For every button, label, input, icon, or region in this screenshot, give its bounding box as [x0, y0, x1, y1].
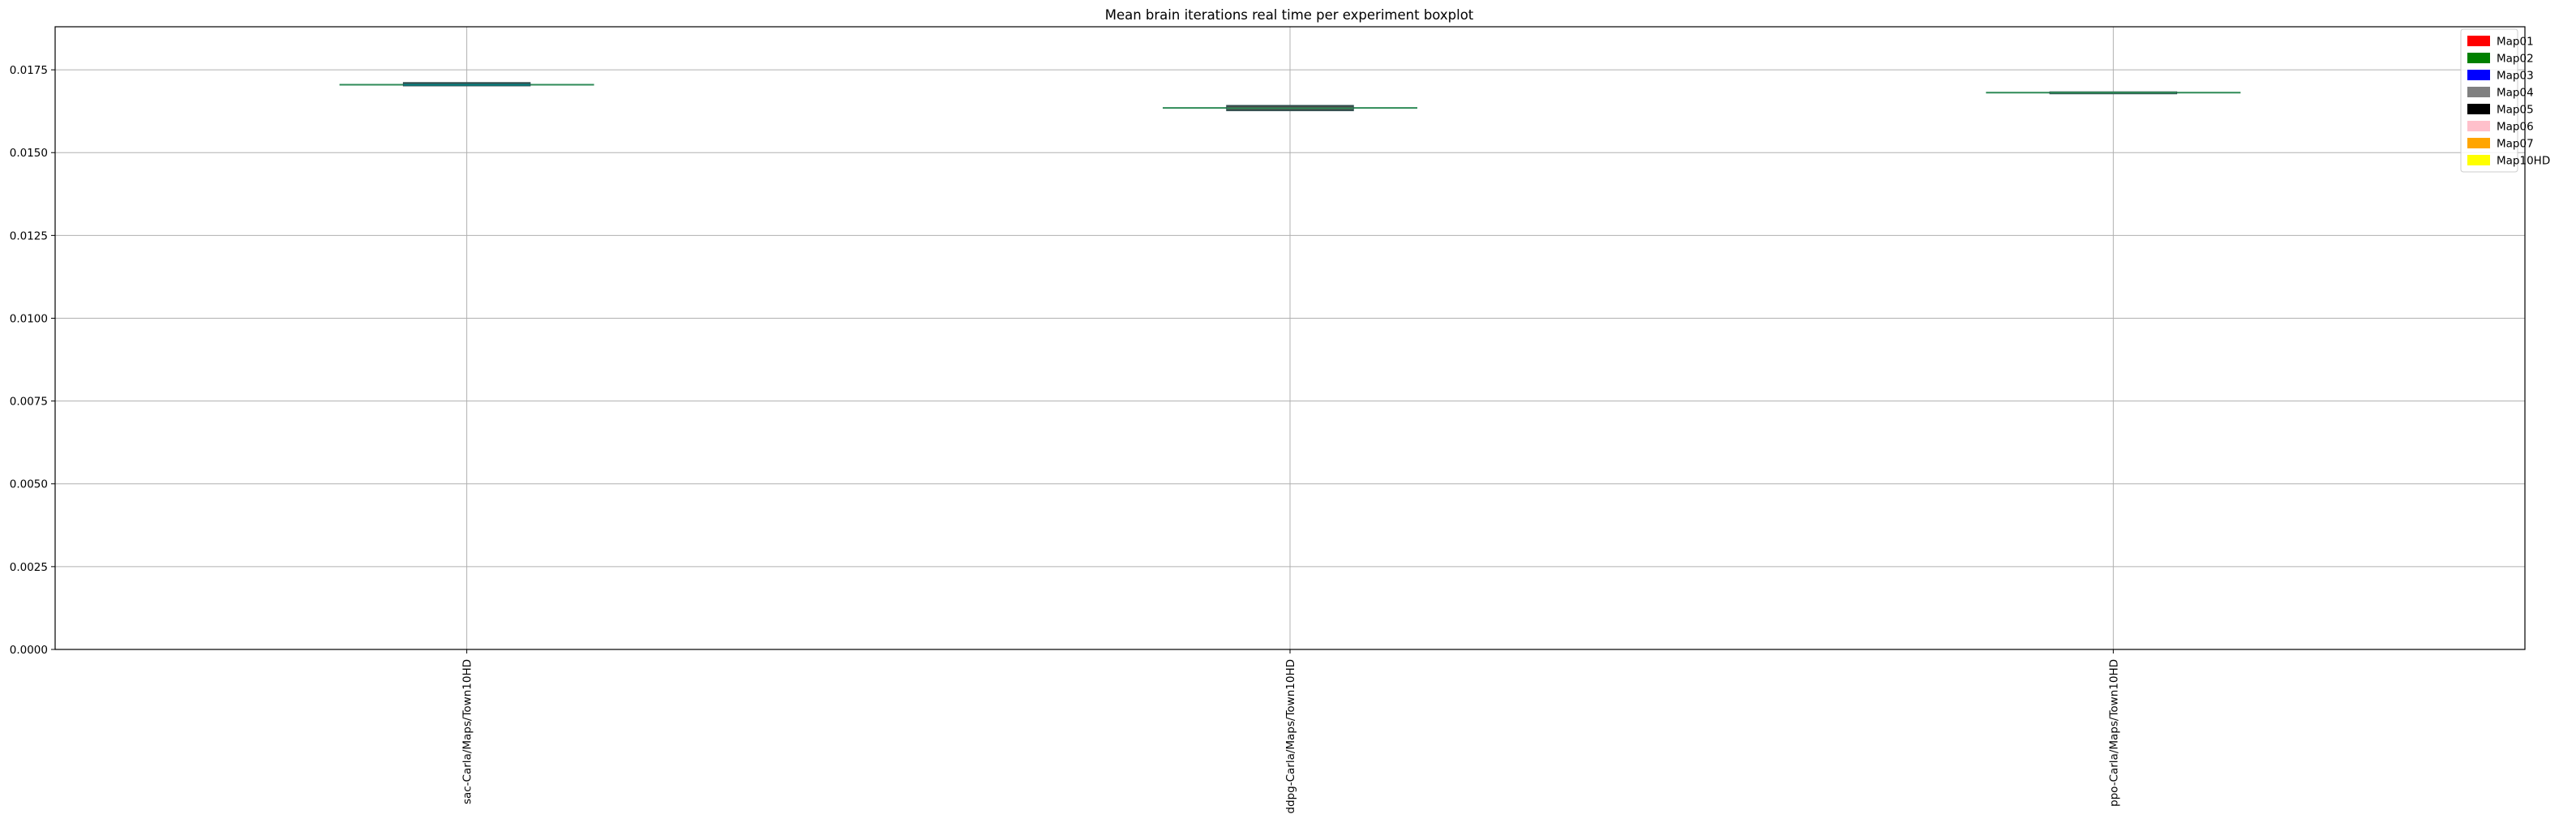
y-tick-label: 0.0150: [10, 147, 48, 160]
y-tick-label: 0.0000: [10, 644, 48, 657]
x-axis: sac-Carla/Maps/Town10HD ddpg-Carla/Maps/T…: [461, 649, 2120, 814]
boxes-layer: [339, 82, 2241, 112]
y-tick-label: 0.0175: [10, 64, 48, 77]
y-tick-label: 0.0050: [10, 478, 48, 491]
legend-label: Map04: [2497, 87, 2534, 100]
legend-label: Map07: [2497, 138, 2534, 151]
box-group: [1163, 105, 1417, 112]
y-tick-label: 0.0075: [10, 396, 48, 409]
y-tick-label: 0.0125: [10, 229, 48, 242]
x-tick-label: ddpg-Carla/Maps/Town10HD: [1284, 659, 1297, 814]
legend-swatch: [2467, 121, 2490, 131]
legend-label: Map01: [2497, 36, 2534, 49]
legend-swatch: [2467, 155, 2490, 165]
legend-frame: [2460, 28, 2518, 173]
y-tick-label: 0.0025: [10, 561, 48, 574]
legend-label: Map06: [2497, 121, 2534, 134]
legend-label: Map10HD: [2497, 155, 2550, 168]
grid-lines: [55, 27, 2525, 650]
chart-title: Mean brain iterations real time per expe…: [1105, 7, 1474, 23]
x-tick-label: sac-Carla/Maps/Town10HD: [461, 659, 474, 804]
legend-label: Map03: [2497, 70, 2534, 83]
legend-swatch: [2467, 70, 2490, 80]
legend-swatch: [2467, 87, 2490, 97]
x-tick-label: ppo-Carla/Maps/Town10HD: [2107, 659, 2120, 807]
legend: Map01 Map02 Map03 Map04 Map05 Map06 Map07 Map10…: [2460, 28, 2550, 173]
legend-swatch: [2467, 36, 2490, 46]
legend-swatch: [2467, 53, 2490, 63]
y-axis: 0.0000 0.0025 0.0050 0.0075 0.0100 0.0125 0.01…: [10, 64, 55, 657]
box-group: [339, 82, 594, 87]
y-tick-label: 0.0100: [10, 312, 48, 325]
legend-label: Map02: [2497, 53, 2534, 66]
legend-swatch: [2467, 138, 2490, 148]
box-group: [1986, 91, 2241, 95]
legend-swatch: [2467, 104, 2490, 114]
legend-label: Map05: [2497, 104, 2534, 117]
